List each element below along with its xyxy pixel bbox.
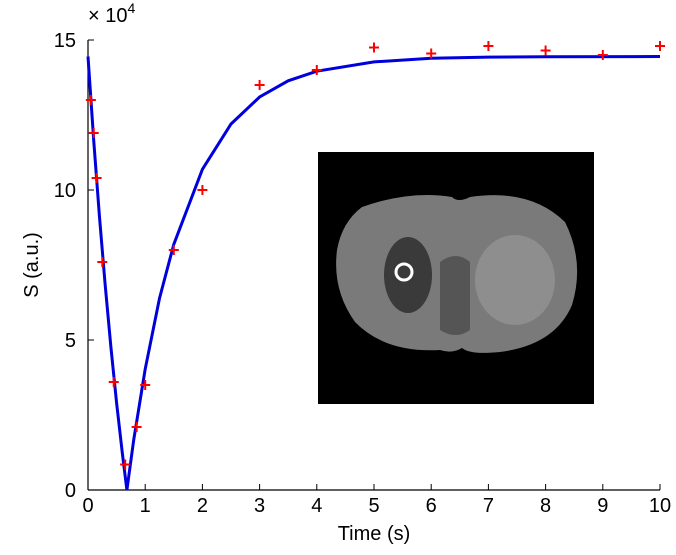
data-point (168, 245, 179, 255)
x-tick-label: 4 (311, 495, 322, 517)
y-tick-label: 0 (65, 480, 76, 502)
multiplier-exponent: 4 (127, 0, 135, 16)
data-point (197, 185, 208, 195)
data-point (655, 41, 665, 51)
x-tick-label: 2 (197, 495, 208, 517)
x-tick-label: 0 (82, 495, 93, 517)
data-point (597, 50, 608, 60)
multiplier-base: × 10 (88, 5, 127, 27)
y-axis-label: S (a.u.) (21, 232, 43, 298)
data-point (108, 377, 119, 387)
lesion (384, 237, 432, 313)
hemisphere (475, 235, 555, 325)
data-point (540, 45, 551, 56)
x-tick-label: 7 (483, 495, 494, 517)
data-point (254, 80, 265, 90)
data-point (97, 257, 108, 267)
y-multiplier: × 104 (88, 0, 135, 27)
x-tick-label: 3 (254, 495, 265, 517)
data-point (120, 459, 131, 470)
x-tick-label: 1 (140, 495, 151, 517)
roi-marker (394, 262, 414, 282)
data-point (131, 422, 142, 432)
data-point (140, 380, 151, 390)
fit-line (86, 55, 661, 491)
x-axis-label: Time (s) (338, 523, 411, 545)
y-tick-label: 5 (65, 330, 76, 352)
x-tick-label: 8 (540, 495, 551, 517)
data-point (483, 41, 494, 51)
x-tick-label: 9 (597, 495, 608, 517)
x-tick-label: 6 (426, 495, 437, 517)
midline (440, 256, 470, 335)
inset-image (318, 152, 594, 404)
x-tick-label: 5 (368, 495, 379, 517)
data-point (369, 42, 379, 53)
y-tick-label: 15 (54, 30, 76, 52)
data-point (426, 48, 437, 59)
data-point (85, 95, 96, 105)
data-point (88, 128, 99, 138)
data-point (311, 65, 322, 75)
y-tick-label: 10 (54, 180, 76, 202)
x-tick-label: 10 (649, 495, 671, 517)
data-point (91, 173, 102, 183)
